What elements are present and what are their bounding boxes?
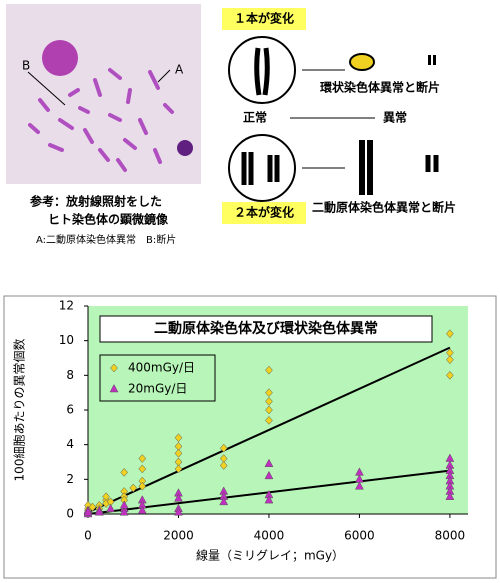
x-tick-label: 4000 (254, 529, 285, 543)
point (138, 481, 147, 491)
point (446, 370, 454, 380)
caption-note: A:二動原体染色体異常 B:断片 (36, 233, 176, 246)
point (137, 505, 147, 514)
x-tick-label: 6000 (344, 529, 375, 543)
point (129, 483, 138, 493)
y-tick-label: 6 (66, 403, 74, 417)
ring-icon (349, 53, 375, 71)
point (219, 461, 228, 470)
point (83, 507, 93, 516)
x-axis-label: 線量（ミリグレイ；mGy） (196, 548, 344, 563)
fit-line (87, 346, 451, 514)
micro-label: B (22, 59, 30, 73)
point (106, 503, 116, 513)
micro-label: A (175, 63, 184, 77)
arrow (27, 71, 66, 106)
point (265, 405, 273, 415)
y-tick-label: 12 (59, 299, 74, 313)
chromosome-icon (241, 152, 280, 185)
y-tick-label: 0 (66, 507, 74, 521)
label: １本が変化 (234, 11, 294, 26)
point (446, 355, 454, 365)
cell-circle (228, 134, 296, 202)
label: ２本が変化 (234, 205, 294, 220)
point (264, 495, 274, 504)
cell-circle (228, 36, 296, 104)
label-box (222, 202, 306, 224)
legend-marker (110, 363, 118, 373)
legend-marker (109, 383, 119, 393)
point (219, 496, 229, 506)
title-box (99, 315, 433, 343)
point (445, 491, 455, 500)
dicentric-icon (359, 140, 373, 195)
point (265, 388, 273, 398)
point (138, 454, 147, 463)
arrow (157, 69, 171, 83)
point (265, 365, 273, 375)
label-box (222, 8, 306, 30)
x-tick-label: 2000 (163, 529, 194, 543)
cell (177, 140, 193, 156)
nucleus (42, 40, 78, 76)
point (174, 433, 183, 443)
point (265, 396, 273, 406)
caption: 参考：放射線照射をした (30, 194, 162, 209)
legend-label: 400mGy/日 (128, 361, 195, 375)
point (174, 448, 183, 458)
fragment-icon (433, 55, 436, 65)
fragment-icon (425, 155, 439, 172)
caption: ヒト染色体の顕微鏡像 (48, 212, 169, 227)
label: 正常 (243, 110, 267, 125)
point (265, 416, 273, 425)
point (119, 507, 129, 516)
chart-title: 二動原体染色体及び環状染色体異常 (154, 320, 378, 337)
legend (99, 354, 216, 402)
y-tick-label: 10 (59, 333, 74, 347)
label: 異常 (383, 110, 407, 125)
point (219, 443, 228, 453)
legend-label: 20mGy/日 (128, 382, 187, 396)
point (120, 468, 129, 477)
point (94, 507, 104, 516)
y-axis-label: 100細胞あたりの異常個数 (12, 339, 27, 482)
point (446, 329, 454, 339)
label: 二動原体染色体異常と断片 (312, 200, 456, 215)
y-tick-label: 2 (66, 472, 74, 486)
y-tick-label: 4 (66, 437, 74, 451)
point (174, 507, 183, 516)
y-tick-label: 8 (66, 368, 74, 382)
point (174, 493, 183, 502)
chromosomes (28, 68, 174, 172)
point (138, 464, 147, 474)
x-tick-label: 0 (84, 529, 92, 543)
fragment-icon (428, 55, 431, 65)
point (355, 481, 364, 490)
x-tick-label: 8000 (435, 529, 466, 543)
point (88, 502, 97, 512)
point (264, 470, 274, 480)
point (264, 458, 274, 467)
point (174, 464, 183, 474)
chromosome-icon (254, 47, 270, 96)
label: 環状染色体異常と断片 (320, 80, 440, 95)
